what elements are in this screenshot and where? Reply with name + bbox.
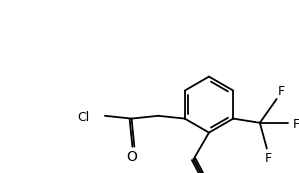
Text: Cl: Cl bbox=[77, 111, 90, 124]
Text: F: F bbox=[277, 85, 284, 98]
Text: O: O bbox=[127, 150, 138, 164]
Text: F: F bbox=[265, 152, 272, 165]
Text: F: F bbox=[293, 118, 299, 131]
